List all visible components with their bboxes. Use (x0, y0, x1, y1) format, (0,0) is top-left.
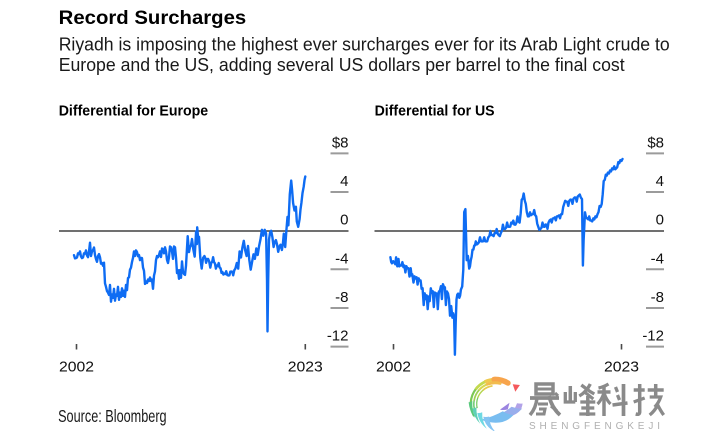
svg-text:Europe and the US, adding seve: Europe and the US, adding several US dol… (59, 55, 625, 75)
svg-text:Differential for US: Differential for US (375, 104, 495, 120)
svg-text:Record Surcharges: Record Surcharges (59, 7, 247, 29)
svg-text:-12: -12 (327, 328, 349, 345)
svg-text:Source: Bloomberg: Source: Bloomberg (58, 406, 167, 426)
svg-text:0: 0 (340, 212, 348, 229)
svg-text:2023: 2023 (288, 358, 323, 375)
svg-text:-4: -4 (651, 250, 664, 267)
svg-text:-12: -12 (642, 328, 664, 345)
svg-text:$8: $8 (332, 134, 349, 151)
svg-text:2002: 2002 (59, 358, 94, 375)
svg-text:Differential for Europe: Differential for Europe (59, 104, 209, 120)
svg-text:-8: -8 (335, 289, 348, 306)
svg-text:-8: -8 (651, 289, 664, 306)
svg-text:2023: 2023 (604, 358, 639, 375)
svg-text:$8: $8 (647, 134, 664, 151)
svg-text:0: 0 (656, 212, 664, 229)
svg-text:-4: -4 (335, 250, 348, 267)
svg-text:Riyadh is imposing the highest: Riyadh is imposing the highest ever surc… (59, 35, 670, 55)
svg-text:4: 4 (340, 173, 348, 190)
svg-text:SHENGFENGKEJI: SHENGFENGKEJI (529, 421, 660, 431)
svg-text:4: 4 (656, 173, 664, 190)
svg-text:2002: 2002 (376, 358, 411, 375)
